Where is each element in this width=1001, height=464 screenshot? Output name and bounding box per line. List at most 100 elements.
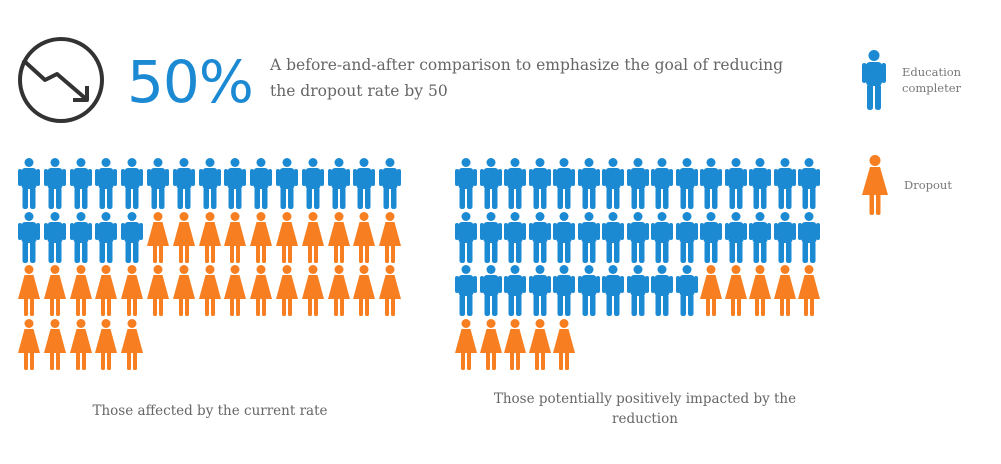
- caption-current: Those affected by the current rate: [92, 403, 328, 419]
- legend-completer-label: Education completer: [902, 65, 962, 95]
- completer-mark: [773, 211, 796, 263]
- dropout-mark: [198, 265, 221, 317]
- dropout-mark: [724, 265, 747, 317]
- completer-mark: [651, 265, 673, 317]
- dropout-mark: [69, 319, 92, 371]
- completer-mark: [504, 265, 526, 317]
- completer-mark: [224, 158, 247, 209]
- completer-mark: [69, 211, 92, 263]
- completer-mark: [798, 211, 820, 263]
- completer-mark: [675, 211, 698, 263]
- completer-mark: [95, 211, 118, 263]
- completer-mark: [553, 158, 575, 209]
- dropout-mark: [275, 265, 298, 317]
- dropout-mark: [146, 265, 169, 317]
- completer-mark: [773, 158, 796, 209]
- dropout-mark: [172, 211, 195, 263]
- completer-mark: [327, 158, 350, 209]
- completer-mark: [528, 265, 551, 317]
- completer-mark: [18, 158, 40, 209]
- completer-mark: [700, 211, 722, 263]
- dropout-mark: [479, 319, 502, 371]
- dropout-mark: [327, 211, 350, 263]
- completer-mark: [479, 158, 502, 209]
- completer-mark: [250, 158, 273, 209]
- completer-mark: [602, 158, 624, 209]
- dropout-mark: [121, 265, 144, 317]
- completer-mark: [528, 158, 551, 209]
- dropout-mark: [69, 265, 92, 317]
- dropout-mark: [146, 211, 169, 263]
- dropout-mark: [172, 265, 195, 317]
- dropout-mark: [353, 265, 376, 317]
- completer-mark: [479, 211, 502, 263]
- dropout-mark: [749, 265, 771, 317]
- dropout-mark: [224, 265, 247, 317]
- completer-mark: [504, 211, 526, 263]
- chart-subtitle: A before-and-after comparison to emphasi…: [270, 56, 784, 100]
- completer-mark: [43, 211, 66, 263]
- completer-mark: [749, 211, 771, 263]
- caption-reduced: Those potentially positively impacted by…: [493, 391, 797, 427]
- completer-mark: [528, 211, 551, 263]
- completer-mark: [146, 158, 169, 209]
- completer-mark: [43, 158, 66, 209]
- completer-mark: [198, 158, 221, 209]
- dropout-mark: [528, 319, 551, 371]
- completer-mark: [577, 158, 600, 209]
- dropout-mark: [773, 265, 796, 317]
- completer-mark: [275, 158, 298, 209]
- dropout-mark: [198, 211, 221, 263]
- completer-mark: [700, 158, 722, 209]
- female-person-icon: [862, 155, 888, 215]
- completer-mark: [724, 211, 747, 263]
- dropout-mark: [700, 265, 722, 317]
- dropout-mark: [250, 265, 273, 317]
- dropout-mark: [95, 265, 118, 317]
- completer-mark: [651, 211, 673, 263]
- completer-mark: [675, 158, 698, 209]
- completer-mark: [121, 158, 144, 209]
- completer-mark: [626, 211, 649, 263]
- completer-mark: [651, 158, 673, 209]
- dropout-mark: [353, 211, 376, 263]
- completer-mark: [577, 265, 600, 317]
- dropout-mark: [301, 211, 324, 263]
- dropout-mark: [798, 265, 820, 317]
- completer-mark: [675, 265, 698, 317]
- dropout-mark: [95, 319, 118, 371]
- completer-mark: [724, 158, 747, 209]
- dropout-mark: [379, 265, 402, 317]
- dropout-mark: [504, 319, 526, 371]
- percent-headline: 50%: [127, 48, 254, 116]
- completer-mark: [798, 158, 820, 209]
- completer-mark: [626, 265, 649, 317]
- completer-mark: [577, 211, 600, 263]
- completer-mark: [602, 211, 624, 263]
- completer-mark: [455, 211, 477, 263]
- dropout-mark: [224, 211, 247, 263]
- dropout-mark: [18, 319, 40, 371]
- dropout-mark: [275, 211, 298, 263]
- legend-dropout-label: Dropout: [904, 178, 952, 192]
- dropout-mark: [43, 319, 66, 371]
- completer-mark: [69, 158, 92, 209]
- completer-mark: [301, 158, 324, 209]
- legend-completer: Education completer: [862, 50, 962, 110]
- completer-mark: [379, 158, 402, 209]
- declining-trend-icon: [18, 37, 104, 123]
- completer-mark: [626, 158, 649, 209]
- dropout-mark: [250, 211, 273, 263]
- dropout-mark: [327, 265, 350, 317]
- legend-dropout: Dropout: [862, 155, 964, 215]
- completer-mark: [121, 211, 144, 263]
- dropout-mark: [18, 265, 40, 317]
- completer-mark: [353, 158, 376, 209]
- dropout-mark: [553, 319, 575, 371]
- dropout-mark: [43, 265, 66, 317]
- completer-mark: [553, 265, 575, 317]
- completer-mark: [95, 158, 118, 209]
- completer-mark: [455, 265, 477, 317]
- completer-mark: [749, 158, 771, 209]
- completer-mark: [455, 158, 477, 209]
